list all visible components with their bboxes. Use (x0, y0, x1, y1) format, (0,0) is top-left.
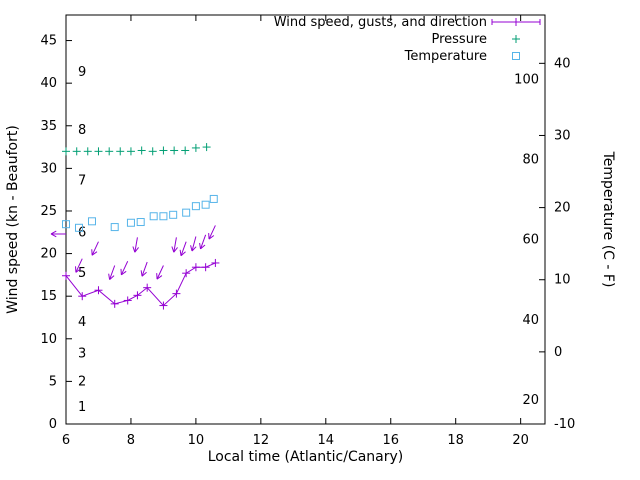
beaufort-scale-label: 6 (78, 225, 86, 240)
gust-arrow-head (108, 273, 111, 280)
gust-arrow-head (134, 247, 139, 253)
gust-arrow-shaft (91, 241, 99, 256)
x-tick-label: 10 (188, 433, 205, 448)
gust-arrow-head (140, 270, 143, 277)
x-tick-label: 12 (253, 433, 270, 448)
beaufort-scale-label: 9 (78, 65, 86, 80)
gust-arrow-head (208, 235, 215, 240)
y-left-tick-label: 25 (40, 204, 57, 219)
y-left-tick-label: 15 (40, 289, 57, 304)
y-left-tick-label: 45 (40, 34, 57, 49)
beaufort-scale-label: 7 (78, 173, 86, 188)
temperature-point (191, 202, 200, 211)
gust-arrow-head (179, 249, 182, 256)
gust-arrow-head (75, 268, 82, 273)
x-tick-label: 6 (62, 433, 70, 448)
legend-sample-temperature-square (512, 52, 520, 60)
temperature-point (169, 210, 178, 219)
temperature-point (182, 208, 191, 217)
gust-arrow-head (50, 233, 57, 238)
y-left-tick-label: 5 (49, 374, 57, 389)
gust-arrow-shaft (120, 261, 129, 276)
fahrenheit-scale-label: 40 (522, 313, 539, 328)
gust-arrow-head (190, 245, 193, 252)
temperature-point (74, 223, 83, 232)
fahrenheit-scale-label: 60 (522, 233, 539, 248)
gust-arrow-head (200, 244, 206, 250)
gust-arrow-shaft (134, 237, 138, 253)
y-left-axis-title: Wind speed (kn - Beaufort) (5, 125, 21, 314)
x-tick-label: 20 (512, 433, 529, 448)
gust-arrow-head (171, 246, 175, 253)
plot-border (65, 14, 546, 425)
temperature-point (87, 217, 96, 226)
temperature-point (209, 194, 218, 203)
beaufort-scale-label: 5 (78, 266, 86, 281)
gust-arrow-shaft (141, 261, 148, 277)
gust-arrow-head (180, 251, 186, 257)
x-tick-label: 8 (127, 433, 135, 448)
beaufort-scale-label: 8 (78, 123, 86, 138)
fahrenheit-scale-label: 100 (514, 72, 539, 87)
temperature-point (136, 218, 145, 227)
beaufort-scale-label: 3 (78, 346, 86, 361)
y-left-tick-label: 30 (40, 161, 57, 176)
gust-arrow-shaft (156, 265, 164, 280)
gust-arrow-head (141, 271, 147, 277)
legend-label-temperature: Temperature (404, 49, 487, 64)
legend-label-wind_speed: Wind speed, gusts, and direction (274, 15, 487, 30)
gust-arrow-head (173, 247, 178, 253)
x-axis-title: Local time (Atlantic/Canary) (208, 449, 404, 465)
temperature-point (149, 212, 158, 221)
gust-arrow-shaft (109, 265, 116, 280)
gust-arrow-shaft (180, 241, 187, 256)
beaufort-scale-label: 4 (78, 315, 86, 330)
legend-label-pressure: Pressure (431, 32, 487, 47)
wind-speed-line (65, 262, 216, 307)
gust-arrow-head (191, 246, 197, 252)
y-left-tick-label: 20 (40, 247, 57, 262)
x-tick-label: 14 (318, 433, 335, 448)
temperature-point (201, 200, 210, 209)
y-right-tick-label: 40 (554, 56, 571, 71)
gust-arrow-head (50, 230, 57, 235)
y-right-axis-title: Temperature (C - F) (600, 151, 616, 288)
temperature-point (159, 212, 168, 221)
gust-arrow-head (199, 242, 202, 250)
gust-arrow-shaft (208, 225, 216, 240)
x-tick-label: 16 (382, 433, 399, 448)
temperature-point (110, 223, 119, 232)
gust-arrow-head (91, 251, 98, 256)
gust-arrow-head (132, 246, 136, 253)
temperature-point (62, 220, 70, 229)
gust-arrow-head (109, 275, 115, 280)
y-right-tick-label: -10 (554, 417, 575, 432)
y-right-tick-label: 10 (554, 273, 571, 288)
gust-arrow-shaft (75, 258, 83, 273)
gust-arrow-head (156, 275, 163, 280)
y-left-tick-label: 35 (40, 119, 57, 134)
y-left-tick-label: 40 (40, 76, 57, 91)
beaufort-scale-label: 1 (78, 400, 86, 415)
beaufort-scale-label: 2 (78, 374, 86, 389)
gust-arrow-shaft (191, 236, 197, 252)
y-right-tick-label: 20 (554, 201, 571, 216)
y-right-tick-label: 0 (554, 345, 562, 360)
x-tick-label: 18 (447, 433, 464, 448)
y-left-tick-label: 0 (49, 417, 57, 432)
gust-arrow-shaft (200, 234, 207, 250)
y-left-tick-label: 10 (40, 332, 57, 347)
fahrenheit-scale-label: 80 (522, 153, 539, 168)
gust-arrow-head (121, 270, 127, 276)
y-right-tick-label: 30 (554, 128, 571, 143)
temperature-point (126, 218, 135, 227)
gust-arrow-shaft (173, 237, 177, 253)
fahrenheit-scale-label: 20 (522, 393, 539, 408)
